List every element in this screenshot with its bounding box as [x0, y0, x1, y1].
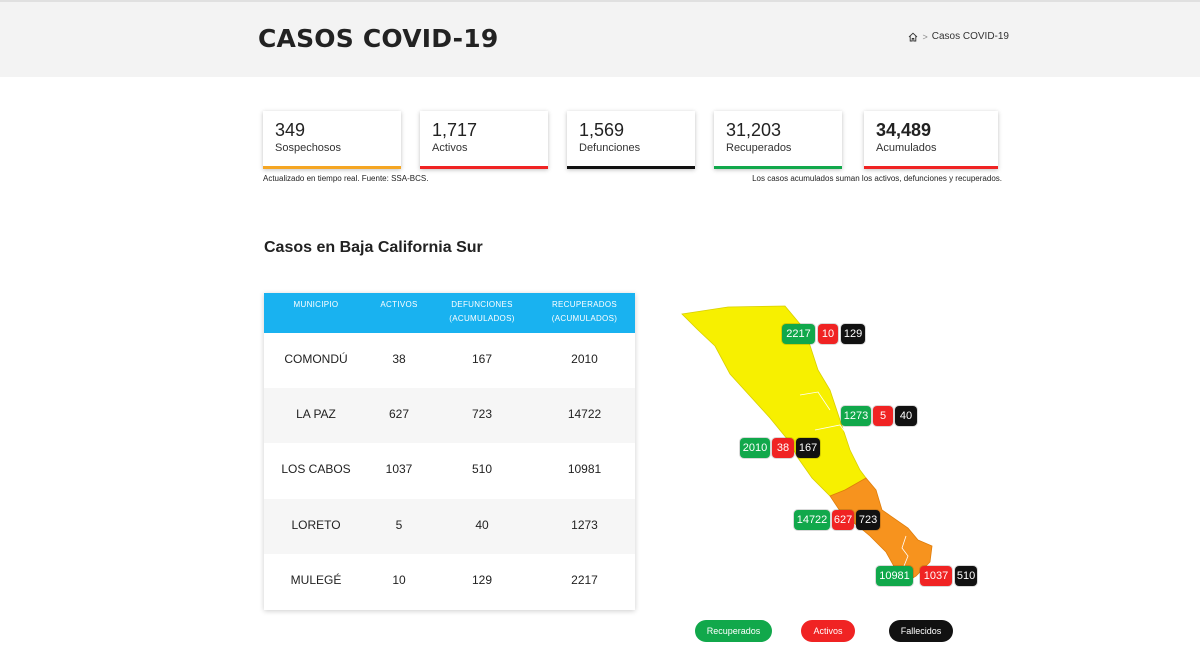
stat-value: 1,717	[432, 120, 478, 140]
cell-municipio: LA PAZ	[296, 407, 336, 421]
stat-bar	[864, 166, 998, 169]
home-icon[interactable]	[908, 32, 918, 42]
stat-value: 349	[275, 120, 306, 140]
legend-fallecidos[interactable]: Fallecidos	[889, 620, 953, 642]
header-defunciones: DEFUNCIONES (ACUMULADOS)	[430, 298, 534, 326]
cell-recuperados: 14722	[567, 407, 602, 421]
municipality-table: MUNICIPIO ACTIVOS DEFUNCIONES (ACUMULADO…	[264, 293, 635, 610]
table-row: LA PAZ 627 723 14722	[264, 388, 635, 443]
lapaz-recuperados-pill: 14722	[794, 510, 830, 530]
stat-card-acumulados: 34,489 Acumulados	[864, 111, 998, 169]
stat-bar	[263, 166, 401, 169]
cell-municipio: MULEGÉ	[290, 573, 342, 587]
stat-bar	[567, 166, 695, 169]
table-header: MUNICIPIO ACTIVOS DEFUNCIONES (ACUMULADO…	[264, 293, 635, 333]
stat-card-recuperados: 31,203 Recuperados	[714, 111, 842, 169]
table-row: MULEGÉ 10 129 2217	[264, 554, 635, 609]
cell-activos: 10	[392, 573, 406, 587]
loreto-activos-pill: 5	[873, 406, 893, 426]
cell-activos: 38	[392, 352, 406, 366]
cell-activos: 627	[388, 407, 410, 421]
loreto-fallecidos-pill: 40	[895, 406, 917, 426]
cell-municipio: COMONDÚ	[284, 352, 348, 366]
accumulated-note: Los casos acumulados suman los activos, …	[752, 174, 1002, 183]
stat-card-sospechosos: 349 Sospechosos	[263, 111, 401, 169]
comondu-fallecidos-pill: 167	[796, 438, 820, 458]
bcs-map: 2217 10 129 1273 5 40 2010 38 167 14722 …	[670, 300, 990, 600]
stat-value: 31,203	[726, 120, 782, 140]
cell-municipio: LORETO	[291, 518, 341, 532]
region-south	[829, 477, 933, 583]
breadcrumb-separator: >	[922, 31, 928, 42]
stat-card-defunciones: 1,569 Defunciones	[567, 111, 695, 169]
header-defunciones-line2: (ACUMULADOS)	[449, 314, 515, 323]
cell-activos: 5	[395, 518, 403, 532]
page-title: CASOS COVID-19	[258, 24, 499, 53]
header-activos: ACTIVOS	[380, 300, 418, 309]
breadcrumb-current: Casos COVID-19	[931, 31, 1009, 42]
header-recuperados-line2: (ACUMULADOS)	[551, 314, 618, 323]
cell-defunciones: 723	[471, 407, 493, 421]
stat-label: Defunciones	[579, 142, 641, 154]
mulege-recuperados-pill: 2217	[782, 324, 815, 344]
legend-recuperados[interactable]: Recuperados	[695, 620, 772, 642]
section-title: Casos en Baja California Sur	[264, 239, 483, 256]
loscabos-recuperados-pill: 10981	[876, 566, 913, 586]
header-municipio: MUNICIPIO	[293, 300, 339, 309]
map-svg	[681, 305, 933, 583]
cell-defunciones: 167	[471, 352, 493, 366]
loscabos-fallecidos-pill: 510	[955, 566, 977, 586]
table-row: LORETO 5 40 1273	[264, 499, 635, 554]
stat-bar	[714, 166, 842, 169]
cell-defunciones: 510	[471, 462, 493, 476]
comondu-activos-pill: 38	[772, 438, 794, 458]
stat-label: Activos	[432, 142, 468, 154]
cell-recuperados: 10981	[567, 462, 602, 476]
update-note: Actualizado en tiempo real. Fuente: SSA-…	[263, 174, 429, 183]
table-row: LOS CABOS 1037 510 10981	[264, 443, 635, 498]
stat-card-activos: 1,717 Activos	[420, 111, 548, 169]
stat-label: Recuperados	[726, 142, 792, 154]
cell-defunciones: 40	[475, 518, 489, 532]
page-header: CASOS COVID-19 > Casos COVID-19	[0, 2, 1200, 77]
stat-value: 1,569	[579, 120, 625, 140]
stat-bar	[420, 166, 548, 169]
cell-recuperados: 2010	[571, 352, 598, 366]
cell-defunciones: 129	[471, 573, 493, 587]
stat-value: 34,489	[876, 120, 932, 140]
region-north	[681, 305, 867, 497]
lapaz-activos-pill: 627	[832, 510, 854, 530]
header-defunciones-line1: DEFUNCIONES	[451, 300, 513, 309]
loscabos-activos-pill: 1037	[920, 566, 952, 586]
cell-municipio: LOS CABOS	[281, 462, 351, 476]
table-row: COMONDÚ 38 167 2010	[264, 333, 635, 388]
cell-activos: 1037	[385, 462, 413, 476]
lapaz-fallecidos-pill: 723	[856, 510, 880, 530]
stat-label: Acumulados	[876, 142, 937, 154]
header-recuperados: RECUPERADOS (ACUMULADOS)	[534, 298, 635, 326]
mulege-fallecidos-pill: 129	[841, 324, 865, 344]
cell-recuperados: 1273	[571, 518, 598, 532]
header-recuperados-line1: RECUPERADOS	[551, 300, 618, 309]
legend-activos[interactable]: Activos	[801, 620, 855, 642]
stat-label: Sospechosos	[275, 142, 342, 154]
loreto-recuperados-pill: 1273	[841, 406, 871, 426]
mulege-activos-pill: 10	[818, 324, 838, 344]
cell-recuperados: 2217	[571, 573, 598, 587]
breadcrumb: > Casos COVID-19	[908, 31, 1009, 42]
top-border	[0, 0, 1200, 2]
comondu-recuperados-pill: 2010	[740, 438, 770, 458]
